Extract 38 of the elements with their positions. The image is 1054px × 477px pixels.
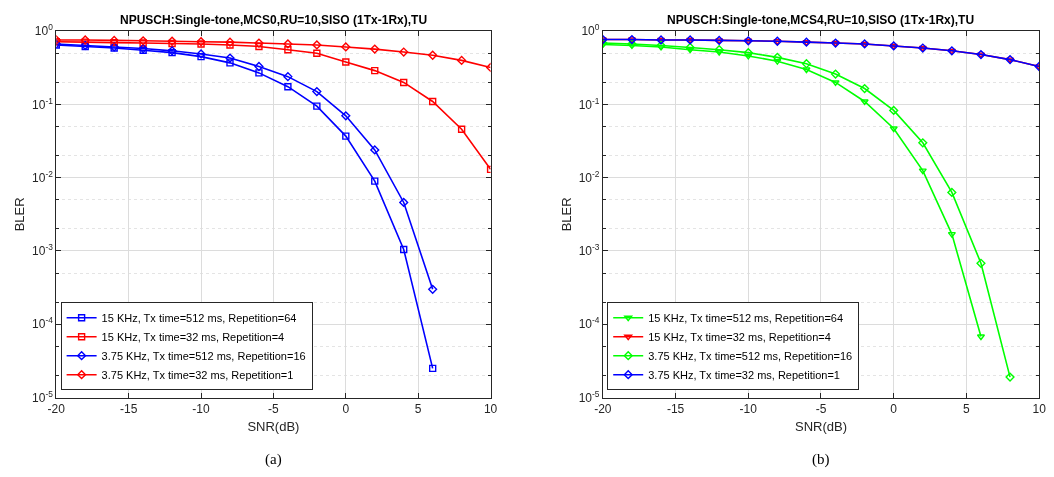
y-tick-label: 10$^{0}$ bbox=[581, 22, 600, 39]
legend-label: 3.75 KHz, Tx time=512 ms, Repetition=16 bbox=[648, 349, 853, 362]
chart-title: NPUSCH:Single-tone,MCS4,RU=10,SISO (1Tx-1Rx),TU bbox=[667, 13, 975, 27]
legend-label: 3.75 KHz, Tx time=32 ms, Repetition=1 bbox=[648, 368, 840, 381]
x-tick-label: -5 bbox=[815, 401, 827, 416]
x-tick-label: -5 bbox=[268, 401, 280, 416]
legend-label: 15 KHz, Tx time=512 ms, Repetition=64 bbox=[648, 311, 844, 324]
y-tick-label: 10$^{-4}$ bbox=[32, 315, 54, 332]
x-tick-label: 10 bbox=[1032, 401, 1047, 416]
y-axis-title: BLER bbox=[12, 197, 28, 232]
chart-title: NPUSCH:Single-tone,MCS0,RU=10,SISO (1Tx-1Rx),TU bbox=[120, 13, 428, 27]
y-tick-label: 10$^{0}$ bbox=[34, 22, 54, 39]
x-tick-label: 5 bbox=[963, 401, 971, 416]
y-tick-label: 10$^{-2}$ bbox=[32, 168, 54, 185]
y-tick-label: 10$^{-3}$ bbox=[578, 242, 600, 259]
x-tick-label: -15 bbox=[666, 401, 685, 416]
x-tick-label: 10 bbox=[483, 401, 498, 416]
x-tick-label: -10 bbox=[739, 401, 758, 416]
legend-label: 15 KHz, Tx time=512 ms, Repetition=64 bbox=[101, 311, 297, 324]
legend-label: 3.75 KHz, Tx time=32 ms, Repetition=1 bbox=[101, 368, 294, 381]
x-axis-title: SNR(dB) bbox=[794, 418, 847, 434]
y-tick-label: 10$^{-3}$ bbox=[32, 242, 54, 259]
legend-label: 15 KHz, Tx time=32 ms, Repetition=4 bbox=[101, 330, 285, 343]
text: (b) bbox=[812, 451, 830, 468]
text: (a) bbox=[265, 451, 282, 468]
y-tick-label: 10$^{-1}$ bbox=[32, 95, 54, 112]
x-tick-label: 0 bbox=[890, 401, 898, 416]
y-tick-label: 10$^{-1}$ bbox=[578, 95, 600, 112]
legend-label: 15 KHz, Tx time=32 ms, Repetition=4 bbox=[648, 330, 831, 343]
y-axis-title: BLER bbox=[558, 197, 574, 232]
y-tick-label: 10$^{-4}$ bbox=[578, 315, 600, 332]
x-tick-label: 5 bbox=[414, 401, 422, 416]
y-tick-label: 10$^{-2}$ bbox=[578, 168, 600, 185]
legend-label: 3.75 KHz, Tx time=512 ms, Repetition=16 bbox=[101, 349, 306, 362]
x-axis-title: SNR(dB) bbox=[247, 418, 300, 434]
x-tick-label: -15 bbox=[119, 401, 138, 416]
x-tick-label: -10 bbox=[192, 401, 211, 416]
x-tick-label: 0 bbox=[342, 401, 350, 416]
